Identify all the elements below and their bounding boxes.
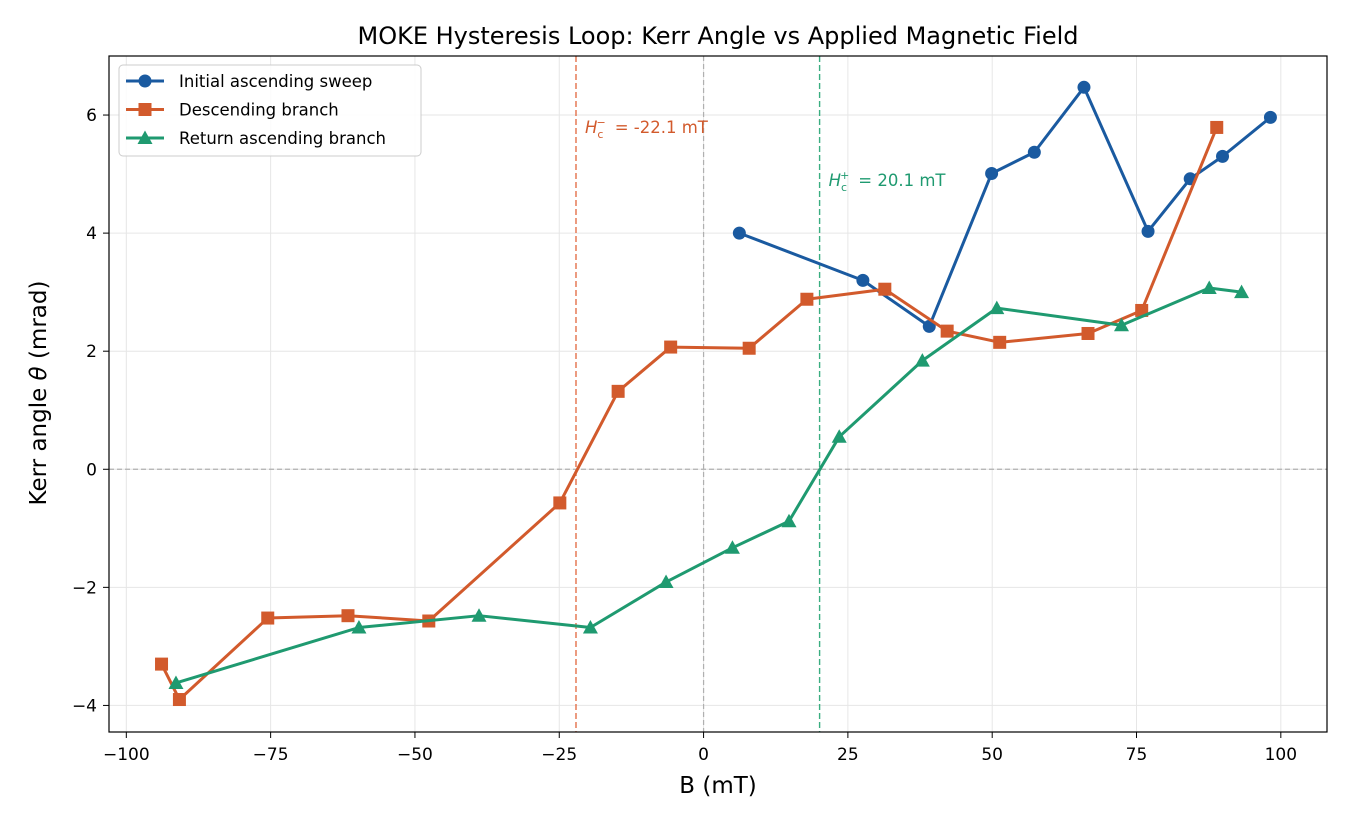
- hc-pos-value: = 20.1 mT: [858, 171, 946, 190]
- data-point: [658, 574, 674, 589]
- chart-title: MOKE Hysteresis Loop: Kerr Angle vs Appl…: [357, 22, 1078, 50]
- x-axis-label: B (mT): [679, 773, 757, 799]
- legend-entry: Initial ascending sweep: [126, 72, 372, 91]
- y-axis-label-symbol: θ: [26, 366, 52, 380]
- coercive-positive-annotation: Hc+ = 20.1 mT: [829, 169, 947, 194]
- data-point: [664, 340, 678, 354]
- x-axis: −100 −75 −50 −25 0 25 50 75 100: [103, 732, 1297, 765]
- data-point: [1077, 80, 1091, 94]
- x-tick-label: −25: [541, 745, 577, 765]
- legend-marker: [138, 74, 152, 88]
- data-point: [1234, 284, 1250, 299]
- data-point: [878, 282, 892, 296]
- data-point: [989, 300, 1005, 315]
- y-tick-label: 6: [86, 106, 97, 126]
- data-point: [553, 496, 567, 510]
- legend-label: Return ascending branch: [179, 129, 386, 148]
- hc-pos-superscript: +: [840, 169, 849, 182]
- hc-neg-value: = -22.1 mT: [615, 118, 709, 137]
- data-point: [831, 429, 847, 443]
- data-point: [732, 226, 746, 240]
- data-point: [1027, 145, 1041, 159]
- data-point: [1216, 149, 1230, 163]
- coercive-negative-annotation: Hc− = -22.1 mT: [585, 116, 709, 141]
- y-axis: −4 −2 0 2 4 6: [72, 106, 109, 716]
- x-tick-label: 0: [698, 745, 709, 765]
- data-point: [914, 353, 930, 367]
- data-point: [781, 513, 797, 528]
- series-2: [155, 120, 1224, 707]
- series-3: [168, 280, 1250, 689]
- grid: [109, 56, 1327, 732]
- data-point: [168, 675, 184, 689]
- legend-entry: Descending branch: [126, 101, 339, 120]
- coercive-positive-label: Hc+ = 20.1 mT: [829, 169, 947, 194]
- data-point: [1141, 224, 1155, 238]
- data-point: [724, 540, 740, 554]
- series-1: [732, 80, 1277, 333]
- data-point: [1263, 110, 1277, 124]
- data-point: [172, 693, 186, 707]
- y-axis-label: Kerr angle θ (mrad): [26, 281, 52, 506]
- series-line: [738, 85, 1272, 328]
- data-point: [742, 341, 756, 355]
- y-axis-label-prefix: Kerr angle: [26, 380, 52, 505]
- series-line: [160, 126, 1219, 702]
- data-point: [261, 611, 275, 625]
- data-point: [940, 324, 954, 338]
- legend-marker: [138, 103, 152, 116]
- reference-lines: [109, 56, 1327, 732]
- y-tick-label: −4: [72, 696, 97, 716]
- legend-label: Descending branch: [179, 101, 339, 120]
- data-point: [1113, 317, 1129, 332]
- x-tick-label: 100: [1265, 745, 1297, 765]
- data-point: [155, 657, 169, 671]
- hc-neg-superscript: −: [596, 116, 605, 129]
- data-point: [1201, 280, 1217, 295]
- data-point: [856, 273, 870, 287]
- data-point: [611, 384, 625, 398]
- y-tick-label: 4: [86, 224, 97, 244]
- legend-marker: [137, 130, 153, 144]
- y-tick-label: 0: [86, 460, 97, 480]
- data-point: [993, 335, 1007, 349]
- data-point: [341, 609, 355, 623]
- y-tick-label: 2: [86, 342, 97, 362]
- data-point: [471, 608, 487, 622]
- legend: Initial ascending sweep Descending branch…: [118, 64, 422, 157]
- legend-entry: Return ascending branch: [126, 129, 386, 148]
- y-tick-label: −2: [72, 578, 97, 598]
- hc-neg-symbol: H: [585, 118, 597, 137]
- data-point: [922, 319, 936, 333]
- hc-pos-subscript: c: [841, 181, 847, 194]
- x-tick-label: 50: [981, 745, 1003, 765]
- plot-frame: [108, 55, 1328, 733]
- series-group: [155, 80, 1277, 707]
- data-point: [985, 166, 999, 180]
- data-point: [1081, 326, 1095, 340]
- x-tick-label: −75: [253, 745, 289, 765]
- x-tick-label: −100: [103, 745, 150, 765]
- x-tick-label: 25: [837, 745, 859, 765]
- data-point: [351, 620, 367, 634]
- data-point: [800, 292, 814, 306]
- hc-pos-symbol: H: [829, 171, 841, 190]
- data-point: [1210, 120, 1224, 134]
- y-axis-label-suffix: (mrad): [26, 281, 52, 367]
- legend-box: [118, 64, 422, 157]
- legend-label: Initial ascending sweep: [179, 72, 372, 91]
- x-tick-label: −50: [397, 745, 433, 765]
- coercive-negative-label: Hc− = -22.1 mT: [585, 116, 709, 141]
- data-point: [582, 620, 598, 634]
- hc-neg-subscript: c: [597, 128, 603, 141]
- x-tick-label: 75: [1126, 745, 1148, 765]
